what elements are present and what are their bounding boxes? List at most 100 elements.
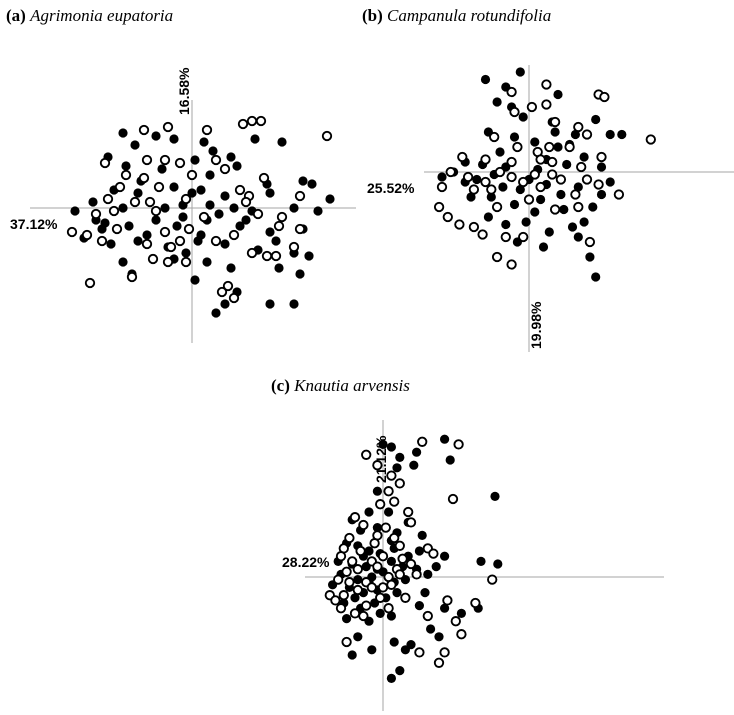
data-point-open bbox=[445, 166, 456, 178]
data-point-filled bbox=[353, 575, 363, 585]
data-point-open bbox=[270, 250, 282, 262]
data-point-filled bbox=[440, 434, 450, 444]
data-point-open bbox=[174, 157, 186, 169]
data-point-open bbox=[159, 226, 171, 238]
data-point-filled bbox=[211, 308, 221, 318]
data-point-filled bbox=[265, 299, 275, 309]
data-point-open bbox=[276, 211, 288, 223]
data-point-filled bbox=[456, 608, 466, 619]
data-point-open bbox=[386, 470, 397, 481]
data-point-filled bbox=[277, 137, 287, 147]
data-point-open bbox=[141, 154, 153, 166]
data-point-open bbox=[349, 608, 361, 619]
data-point-open bbox=[153, 181, 165, 193]
data-point-filled bbox=[151, 215, 161, 225]
data-point-open bbox=[375, 592, 386, 603]
data-point-open bbox=[436, 181, 448, 193]
data-point-open bbox=[394, 478, 405, 489]
data-point-filled bbox=[289, 299, 299, 309]
data-point-open bbox=[344, 577, 355, 588]
data-point-filled bbox=[386, 611, 396, 621]
panel-c-points bbox=[324, 434, 503, 684]
data-point-open bbox=[349, 512, 361, 523]
panel-a-species: Agrimonia eupatoria bbox=[29, 6, 173, 25]
data-point-filled bbox=[553, 142, 563, 152]
data-point-filled bbox=[190, 155, 200, 165]
data-point-open bbox=[544, 141, 555, 153]
data-point-filled bbox=[509, 199, 520, 210]
data-point-filled bbox=[420, 588, 430, 598]
data-point-open bbox=[576, 161, 587, 173]
data-point-filled bbox=[521, 217, 531, 227]
data-point-filled bbox=[169, 134, 179, 144]
data-point-filled bbox=[414, 546, 424, 556]
data-point-filled bbox=[118, 257, 128, 267]
panel-c-species: Knautia arvensis bbox=[293, 376, 410, 395]
data-point-open bbox=[400, 592, 411, 603]
data-point-open bbox=[216, 286, 228, 298]
data-point-open bbox=[108, 205, 120, 217]
data-point-open bbox=[380, 522, 391, 533]
data-point-filled bbox=[133, 188, 143, 198]
data-point-open bbox=[593, 179, 604, 190]
data-point-filled bbox=[220, 299, 230, 309]
data-point-filled bbox=[169, 182, 179, 192]
data-point-open bbox=[84, 277, 96, 289]
data-point-filled bbox=[375, 608, 385, 619]
data-point-open bbox=[526, 101, 538, 113]
data-point-filled bbox=[190, 275, 200, 285]
data-point-open bbox=[541, 99, 552, 110]
data-point-open bbox=[506, 259, 517, 270]
data-point-open bbox=[506, 171, 517, 183]
data-point-open bbox=[288, 241, 300, 253]
data-point-filled bbox=[386, 673, 396, 684]
data-point-open bbox=[141, 238, 153, 250]
data-point-filled bbox=[151, 131, 161, 141]
data-point-filled bbox=[271, 236, 281, 246]
data-point-filled bbox=[553, 89, 563, 100]
data-point-open bbox=[147, 253, 159, 265]
data-point-open bbox=[358, 610, 369, 622]
data-point-open bbox=[114, 181, 126, 193]
data-point-filled bbox=[395, 452, 405, 462]
data-point-open bbox=[403, 506, 414, 518]
data-point-open bbox=[219, 163, 231, 175]
data-point-open bbox=[352, 584, 363, 596]
data-point-open bbox=[518, 176, 529, 188]
data-point-open bbox=[453, 439, 464, 450]
data-point-filled bbox=[509, 132, 520, 142]
data-point-open bbox=[573, 121, 584, 133]
data-point-open bbox=[358, 519, 369, 531]
data-point-filled bbox=[588, 202, 598, 212]
data-point-open bbox=[547, 169, 558, 180]
data-point-open bbox=[198, 211, 210, 223]
data-point-open bbox=[355, 545, 366, 557]
data-point-filled bbox=[556, 189, 566, 200]
data-point-filled bbox=[196, 230, 206, 240]
data-point-open bbox=[372, 561, 383, 572]
data-point-open bbox=[341, 636, 352, 648]
data-point-open bbox=[261, 250, 273, 262]
data-point-filled bbox=[486, 192, 496, 202]
data-point-open bbox=[138, 124, 150, 136]
data-point-filled bbox=[493, 559, 503, 569]
data-point-filled bbox=[395, 666, 405, 676]
data-point-open bbox=[411, 569, 422, 580]
data-point-filled bbox=[325, 194, 335, 204]
data-point-filled bbox=[235, 221, 245, 231]
data-point-open bbox=[645, 134, 656, 145]
data-point-open bbox=[111, 223, 123, 235]
data-point-open bbox=[162, 256, 174, 268]
data-point-open bbox=[344, 532, 355, 544]
data-point-filled bbox=[307, 179, 317, 189]
data-point-filled bbox=[265, 227, 275, 237]
data-point-open bbox=[333, 574, 344, 585]
panel-b-letter: (b) bbox=[362, 6, 383, 25]
data-point-open bbox=[405, 558, 417, 570]
data-point-open bbox=[547, 156, 558, 168]
data-point-open bbox=[183, 223, 195, 235]
data-point-open bbox=[383, 486, 394, 497]
data-point-filled bbox=[384, 507, 394, 517]
data-point-open bbox=[338, 590, 349, 601]
data-point-filled bbox=[562, 159, 572, 170]
